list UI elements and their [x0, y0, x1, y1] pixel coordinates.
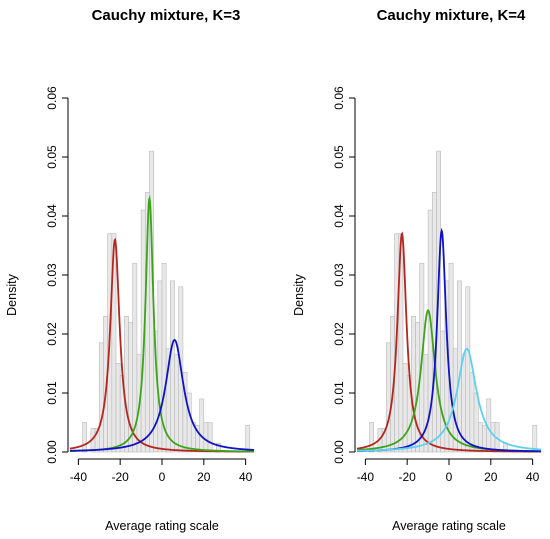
- y-tick-label: 0.03: [45, 263, 59, 287]
- y-tick-label: 0.02: [332, 322, 346, 346]
- x-tick-label: 20: [484, 470, 498, 484]
- y-axis-label: Density: [5, 273, 19, 315]
- y-tick-label: 0.06: [45, 86, 59, 110]
- histogram-bar: [98, 342, 104, 453]
- histogram-bar: [385, 342, 391, 453]
- histogram-bar: [203, 422, 209, 453]
- histogram-bar: [469, 372, 475, 453]
- x-axis-label: Average rating scale: [105, 519, 219, 533]
- histogram-bar: [115, 363, 121, 453]
- chart-panel-2: Cauchy mixture, K=4 0.00 0.01 0.02 0.03 0.04 0…: [292, 7, 542, 533]
- y-tick-label: 0.05: [45, 145, 59, 169]
- y-tick-label: 0.00: [45, 440, 59, 464]
- y-tick-label: 0.00: [332, 440, 346, 464]
- histogram-bar: [207, 422, 213, 453]
- histogram-bar: [369, 422, 375, 453]
- histogram-bar: [398, 233, 404, 453]
- chart-title: Cauchy mixture, K=4: [377, 7, 526, 24]
- histogram-bar: [111, 233, 117, 453]
- histogram-bar: [82, 422, 88, 453]
- histogram-bar: [402, 363, 408, 453]
- histogram-bar: [124, 315, 129, 453]
- x-axis-label: Average rating scale: [392, 519, 506, 533]
- x-tick-label: 20: [197, 470, 211, 484]
- histogram-bar: [448, 262, 454, 453]
- y-tick-label: 0.04: [332, 204, 346, 228]
- histogram-bar: [411, 315, 416, 453]
- x-tick-label: 40: [526, 470, 540, 484]
- histogram-bar: [423, 354, 429, 453]
- y-tick-label: 0.02: [45, 322, 59, 346]
- histogram-bar: [431, 192, 437, 453]
- histogram-bar: [186, 392, 192, 453]
- y-tick-label: 0.04: [45, 204, 59, 228]
- x-tick-label: -20: [112, 470, 130, 484]
- x-tick-label: -20: [399, 470, 417, 484]
- chart-panel-1: Cauchy mixture, K=3 0.00 0.01 0.02 0.03 0.04 0…: [5, 7, 255, 533]
- y-tick-label: 0.05: [332, 145, 346, 169]
- histogram-bar: [465, 286, 471, 453]
- chart-title: Cauchy mixture, K=3: [92, 7, 241, 24]
- y-tick-label: 0.01: [45, 381, 59, 405]
- x-tick-label: -40: [70, 470, 88, 484]
- x-tick-label: 0: [159, 470, 166, 484]
- component-curve-4: [356, 347, 542, 452]
- y-axis-label: Density: [292, 273, 306, 315]
- y-tick-label: 0.06: [332, 86, 346, 110]
- histogram-bar: [170, 280, 175, 453]
- x-tick-label: 40: [239, 470, 253, 484]
- x-tick-label: -40: [357, 470, 375, 484]
- histogram-bar: [174, 354, 180, 453]
- histogram-bar: [199, 398, 205, 453]
- histogram-bar: [473, 392, 479, 453]
- y-tick-label: 0.03: [332, 263, 346, 287]
- x-tick-label: 0: [446, 470, 453, 484]
- y-tick-label: 0.01: [332, 381, 346, 405]
- component-curve-3: [69, 338, 255, 452]
- histogram-bar: [245, 425, 251, 453]
- histogram-bar: [157, 280, 163, 453]
